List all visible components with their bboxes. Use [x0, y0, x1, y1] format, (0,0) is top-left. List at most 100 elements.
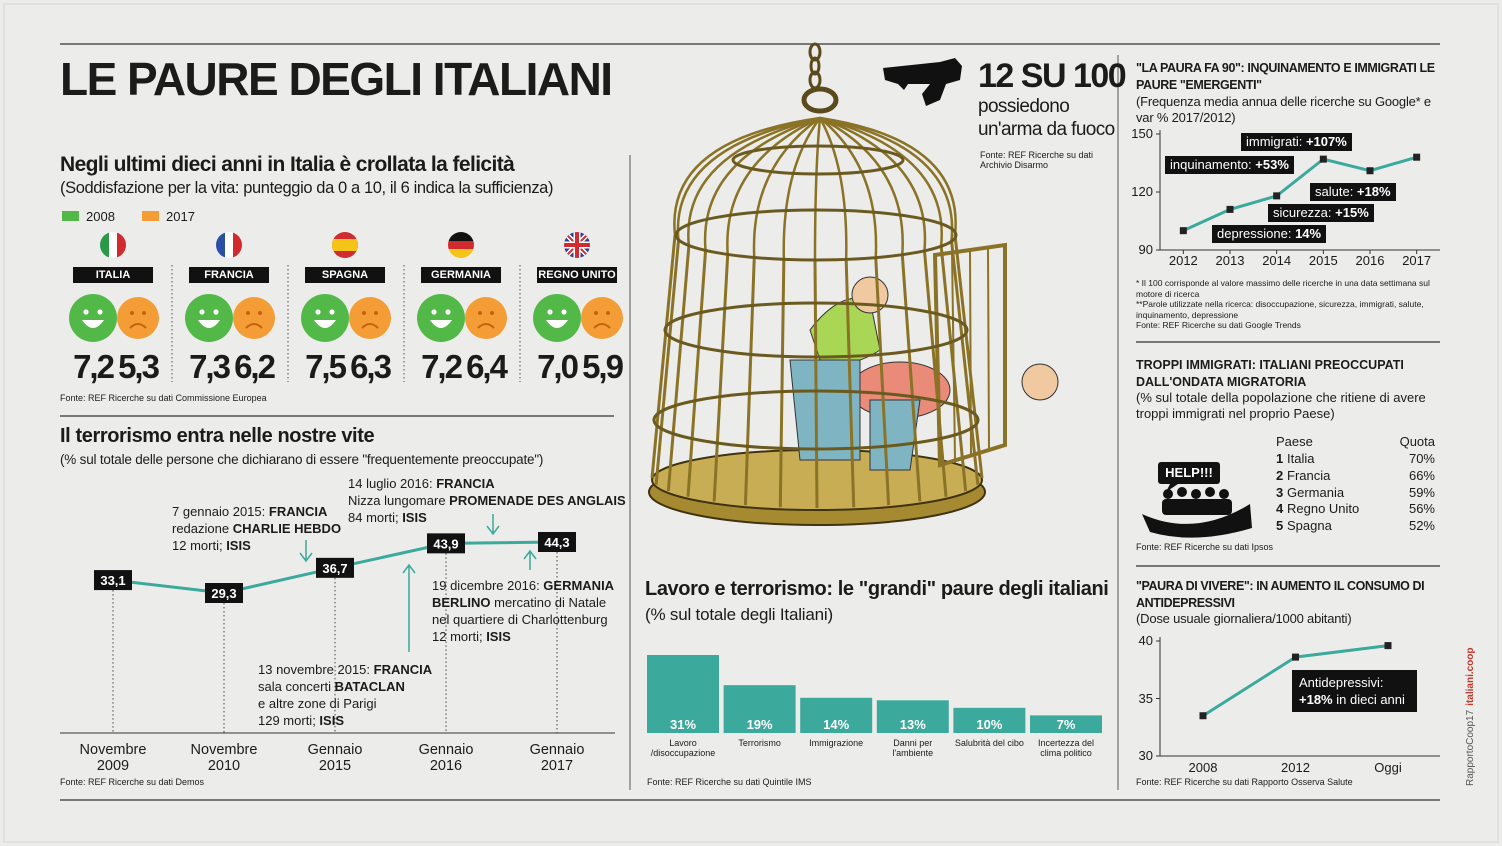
annotation-text: Nizza lungomare	[348, 493, 450, 508]
chart-subtitle: (% sul totale degli Italiani)	[645, 605, 833, 624]
annotation-line: inquinamento: +53%	[1170, 156, 1289, 174]
cage-bar	[874, 257, 891, 506]
annotation-text: 12 morti;	[432, 629, 487, 644]
footnote: Fonte: REF Ricerche su dati Google Trend…	[1136, 320, 1301, 330]
cage-ring	[663, 301, 969, 359]
x-tick-label: Gennaio 2017	[529, 742, 585, 774]
annotation-text: +15%	[1335, 205, 1369, 220]
cage-bar	[949, 240, 980, 485]
value-label: 14%	[823, 717, 849, 732]
value-label: 43,9	[433, 536, 458, 551]
annotation-line: sicurezza: +15%	[1273, 204, 1369, 222]
value-label-box	[205, 583, 243, 603]
cage-bar	[922, 250, 948, 497]
face	[185, 294, 233, 342]
credit-text: italiani.coop	[1465, 647, 1476, 706]
face-mouth	[245, 323, 263, 329]
x-tick-label: 2008	[1188, 760, 1218, 775]
value-label: 44,3	[544, 535, 569, 550]
section-title: Negli ultimi dieci anni in Italia è crol…	[60, 153, 515, 176]
annotation-line: immigrati: +107%	[1246, 133, 1347, 151]
country: Spagna	[1287, 518, 1332, 534]
rank: 4	[1276, 501, 1284, 517]
face-eye	[258, 311, 262, 315]
callout: Antidepressivi: +18% in dieci anni	[1292, 670, 1417, 712]
share: 52%	[1408, 518, 1435, 534]
score: 7,2	[421, 348, 463, 385]
y-tick-label: 90	[1138, 242, 1153, 257]
annotation-line: 12 morti; ISIS	[432, 628, 614, 645]
section-title: TROPPI IMMIGRATI: ITALIANI PREOCCUPATI D…	[1136, 358, 1404, 389]
x-tick-label: 2013	[1215, 253, 1245, 268]
face-mouth	[477, 323, 495, 329]
cage-bar	[900, 254, 922, 502]
face-eye	[199, 309, 205, 315]
marker	[1413, 153, 1421, 161]
trend-label: depressione: 14%	[1212, 225, 1327, 243]
y-tick-label: 35	[1138, 690, 1153, 706]
face	[301, 294, 349, 342]
face	[533, 294, 581, 342]
country-label-box	[73, 267, 153, 283]
annotation-text: +53%	[1255, 157, 1289, 172]
trend-label: inquinamento: +53%	[1165, 156, 1294, 174]
event-annotation: 7 gennaio 2015: FRANCIA redazione CHARLIE…	[172, 503, 341, 554]
flag-spain	[332, 232, 358, 258]
x-tick-label: Gennaio 2016	[418, 742, 474, 774]
headline: 12 SU 100	[978, 57, 1127, 95]
flag-france	[216, 232, 242, 258]
chain	[801, 42, 839, 114]
face-mouth	[361, 323, 379, 329]
x-tick-label: Novembre 2009	[79, 742, 147, 774]
cage-rib	[819, 116, 954, 241]
face-mouth	[430, 320, 452, 328]
annotation-line: salute: +18%	[1315, 183, 1391, 201]
value-label: 33,1	[100, 573, 125, 588]
country-label: REGNO UNITO	[538, 269, 616, 281]
cage-rib	[752, 116, 821, 258]
credit-text: RapportoCoop17	[1465, 709, 1476, 786]
annotation-text: 14%	[1295, 226, 1322, 241]
annotation-line: 12 morti; ISIS	[172, 537, 341, 554]
face-eye	[362, 311, 366, 315]
share: 56%	[1408, 501, 1435, 517]
face-mouth	[314, 320, 336, 328]
marker	[1179, 227, 1187, 235]
face	[581, 297, 623, 339]
headline-text: possiedono un'arma da fuoco	[978, 96, 1115, 140]
country-label: ITALIA	[95, 269, 131, 281]
score: 7,3	[189, 348, 231, 385]
marker	[1384, 642, 1392, 650]
marker	[1366, 167, 1374, 175]
annotation-text: Antidepressivi:	[1299, 675, 1384, 690]
category-label: Salubrità del cibo	[954, 738, 1024, 748]
flag-italy	[100, 232, 126, 258]
rank: 3	[1276, 484, 1284, 500]
country: Francia	[1287, 467, 1331, 483]
value-label: 13%	[900, 717, 926, 732]
data-line	[1182, 155, 1418, 233]
cage-bar	[712, 254, 730, 502]
trend-label: immigrati: +107%	[1241, 133, 1352, 151]
x-tick-label: Gennaio 2015	[307, 742, 363, 774]
column-header: Paese	[1276, 434, 1313, 449]
face-mouth	[198, 320, 220, 328]
annotation-text: sala concerti	[258, 679, 335, 694]
source: Fonte: REF Ricerche su dati Ipsos	[1136, 542, 1274, 552]
annotation-line: nel quartiere di Charlottenburg	[432, 611, 614, 628]
annotation-text: 19 dicembre 2016:	[432, 578, 544, 593]
country: Regno Unito	[1287, 501, 1360, 517]
annotation-line: e altre zone di Parigi	[258, 695, 432, 712]
x-tick-label: 2012	[1168, 253, 1198, 268]
y-tick-label: 30	[1138, 748, 1153, 763]
column-header: Quota	[1399, 434, 1435, 449]
marker	[1292, 653, 1299, 661]
annotation-text: immigrati:	[1246, 134, 1306, 149]
country-label: GERMANIA	[431, 269, 491, 281]
chart-subtitle: (Dose usuale giornaliera/1000 abitanti)	[1136, 611, 1352, 626]
annotation-text: salute:	[1315, 184, 1357, 199]
cage-bar	[844, 259, 856, 508]
section-subtitle: (Soddisfazione per la vita: punteggio da…	[60, 179, 554, 197]
